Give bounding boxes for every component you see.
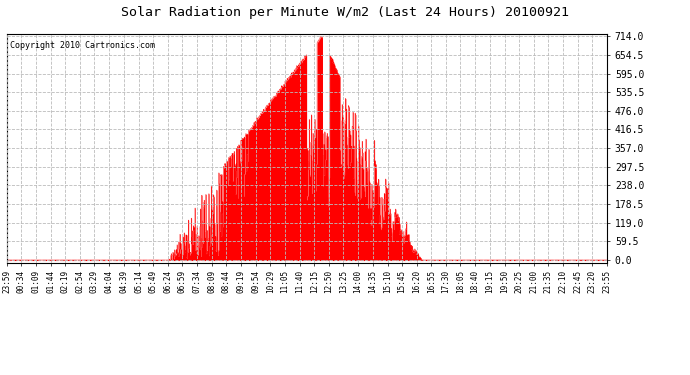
Text: Copyright 2010 Cartronics.com: Copyright 2010 Cartronics.com — [10, 40, 155, 50]
Text: Solar Radiation per Minute W/m2 (Last 24 Hours) 20100921: Solar Radiation per Minute W/m2 (Last 24… — [121, 6, 569, 19]
